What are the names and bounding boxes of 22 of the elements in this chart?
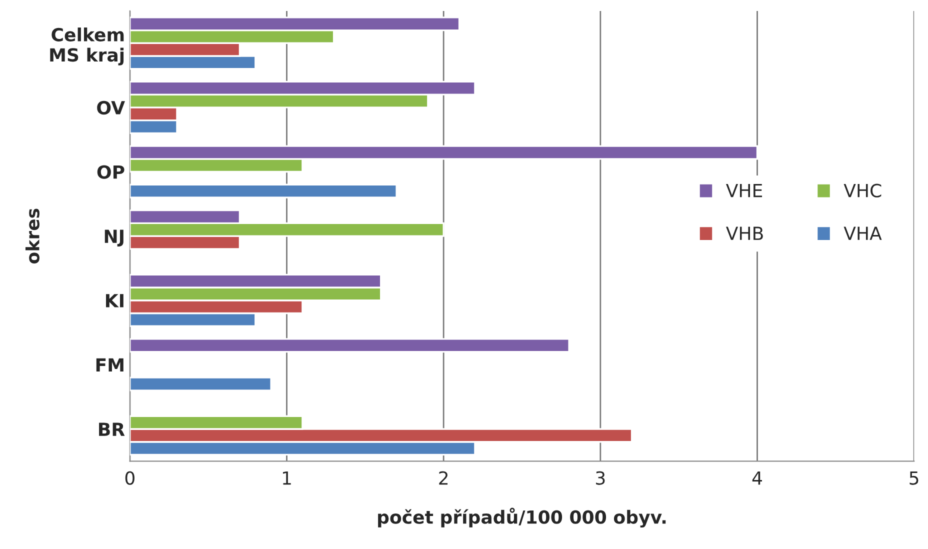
y-axis-title: okres [25,208,40,264]
x-tick-label: 2 [439,471,448,485]
y-tick-label: KI [106,294,124,308]
legend-label: VHB [726,226,763,240]
y-tick-label: OP [97,165,124,179]
y-tick-label: NJ [104,230,124,247]
legend-label: VHE [726,184,762,198]
y-tick-label: FM [96,358,124,372]
y-tick-label: OV [97,100,125,115]
x-tick-label: 4 [752,471,762,485]
y-tick-label: BR [99,422,125,436]
x-axis-title: počet případů/100 000 obyv. [378,508,666,528]
bar [130,376,272,392]
x-tick-label: 0 [125,471,134,485]
x-tick-label: 5 [910,471,918,485]
legend-label: VHC [844,184,882,198]
legend-label: VHA [844,226,882,240]
bar [130,184,398,198]
bar [130,338,570,353]
y-tick-label: Celkem MS kraj [50,28,124,66]
x-tick-label: 3 [596,471,605,485]
x-tick-label: 1 [282,471,291,485]
